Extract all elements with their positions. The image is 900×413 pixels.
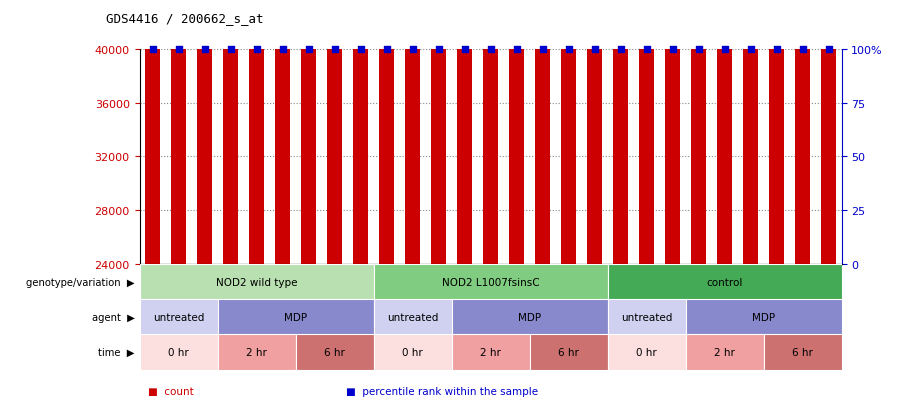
Bar — [665, 0, 680, 264]
Text: untreated: untreated — [621, 312, 672, 322]
Bar — [140, 335, 218, 370]
Text: ■  count: ■ count — [148, 387, 194, 396]
Bar — [639, 0, 653, 264]
Text: MDP: MDP — [518, 312, 541, 322]
Bar — [354, 0, 368, 264]
Text: NOD2 wild type: NOD2 wild type — [216, 277, 297, 287]
Point — [665, 46, 680, 53]
Bar — [529, 335, 608, 370]
Bar — [770, 0, 784, 264]
Text: 6 hr: 6 hr — [792, 347, 813, 357]
Text: 0 hr: 0 hr — [402, 347, 423, 357]
Bar — [608, 299, 686, 335]
Text: NOD2 L1007fsinsC: NOD2 L1007fsinsC — [442, 277, 539, 287]
Bar — [218, 299, 374, 335]
Point — [562, 46, 576, 53]
Point — [405, 46, 419, 53]
Point — [354, 46, 368, 53]
Text: 2 hr: 2 hr — [714, 347, 735, 357]
Bar — [614, 0, 627, 264]
Bar — [588, 0, 602, 264]
Bar — [717, 0, 732, 264]
Point — [171, 46, 185, 53]
Point — [457, 46, 472, 53]
Bar — [509, 0, 524, 264]
Bar — [302, 0, 316, 264]
Bar — [608, 335, 686, 370]
Point — [743, 46, 758, 53]
Bar — [249, 0, 264, 264]
Text: 0 hr: 0 hr — [636, 347, 657, 357]
Bar — [374, 264, 608, 299]
Bar — [431, 0, 446, 264]
Bar — [405, 0, 419, 264]
Bar — [796, 0, 810, 264]
Bar — [218, 335, 295, 370]
Bar — [223, 0, 238, 264]
Bar — [197, 0, 211, 264]
Bar — [146, 0, 159, 264]
Bar — [457, 0, 472, 264]
Bar — [275, 0, 290, 264]
Point — [822, 46, 836, 53]
Bar — [374, 299, 452, 335]
Text: 0 hr: 0 hr — [168, 347, 189, 357]
Point — [275, 46, 290, 53]
Point — [796, 46, 810, 53]
Text: ■  percentile rank within the sample: ■ percentile rank within the sample — [346, 387, 538, 396]
Bar — [822, 0, 836, 264]
Text: genotype/variation  ▶: genotype/variation ▶ — [26, 277, 135, 287]
Point — [379, 46, 393, 53]
Bar — [328, 0, 342, 264]
Bar — [380, 0, 393, 264]
Point — [770, 46, 784, 53]
Text: control: control — [706, 277, 742, 287]
Point — [145, 46, 159, 53]
Text: MDP: MDP — [284, 312, 307, 322]
Text: MDP: MDP — [752, 312, 775, 322]
Bar — [691, 0, 706, 264]
Point — [639, 46, 653, 53]
Bar — [374, 335, 452, 370]
Point — [328, 46, 342, 53]
Bar — [686, 335, 763, 370]
Bar — [743, 0, 758, 264]
Text: time  ▶: time ▶ — [98, 347, 135, 357]
Point — [691, 46, 706, 53]
Point — [302, 46, 316, 53]
Bar — [483, 0, 498, 264]
Point — [483, 46, 498, 53]
Text: untreated: untreated — [387, 312, 438, 322]
Bar — [171, 0, 185, 264]
Text: agent  ▶: agent ▶ — [92, 312, 135, 322]
Bar — [608, 264, 842, 299]
Text: untreated: untreated — [153, 312, 204, 322]
Bar — [452, 335, 529, 370]
Point — [431, 46, 446, 53]
Point — [613, 46, 627, 53]
Point — [197, 46, 211, 53]
Text: 6 hr: 6 hr — [558, 347, 579, 357]
Bar — [295, 335, 373, 370]
Bar — [536, 0, 550, 264]
Point — [249, 46, 264, 53]
Point — [588, 46, 602, 53]
Bar — [763, 335, 842, 370]
Point — [536, 46, 550, 53]
Point — [223, 46, 238, 53]
Text: 6 hr: 6 hr — [324, 347, 345, 357]
Bar — [562, 0, 576, 264]
Bar — [140, 299, 218, 335]
Text: GDS4416 / 200662_s_at: GDS4416 / 200662_s_at — [106, 12, 263, 25]
Bar — [140, 264, 374, 299]
Text: 2 hr: 2 hr — [480, 347, 501, 357]
Point — [717, 46, 732, 53]
Point — [509, 46, 524, 53]
Text: 2 hr: 2 hr — [246, 347, 267, 357]
Bar — [452, 299, 608, 335]
Bar — [686, 299, 842, 335]
